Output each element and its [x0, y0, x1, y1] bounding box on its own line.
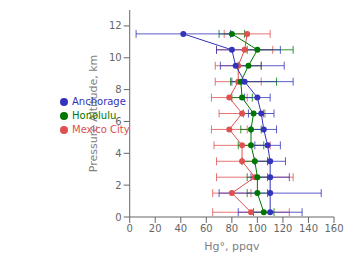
- html-text:Honolulu: Honolulu: [72, 110, 117, 121]
- svg-text:12: 12: [109, 20, 122, 31]
- svg-text:6: 6: [115, 116, 121, 127]
- html-text:Mexico City: Mexico City: [72, 124, 130, 135]
- svg-text:60: 60: [200, 223, 213, 234]
- svg-text:0: 0: [127, 223, 133, 234]
- svg-text:160: 160: [324, 223, 341, 234]
- svg-text:20: 20: [149, 223, 162, 234]
- svg-text:4: 4: [115, 148, 121, 159]
- svg-text:80: 80: [225, 223, 238, 234]
- svg-text:8: 8: [115, 84, 121, 95]
- svg-text:140: 140: [299, 223, 318, 234]
- svg-text:Pressure Altitude, km: Pressure Altitude, km: [87, 55, 100, 173]
- svg-text:100: 100: [248, 223, 267, 234]
- svg-text:Hg°, ppqv: Hg°, ppqv: [204, 240, 260, 253]
- svg-text:10: 10: [109, 52, 122, 63]
- svg-text:120: 120: [273, 223, 292, 234]
- html-text:Anchorage: Anchorage: [72, 96, 126, 107]
- svg-text:40: 40: [174, 223, 187, 234]
- svg-text:2: 2: [115, 180, 121, 191]
- svg-text:0: 0: [115, 212, 121, 223]
